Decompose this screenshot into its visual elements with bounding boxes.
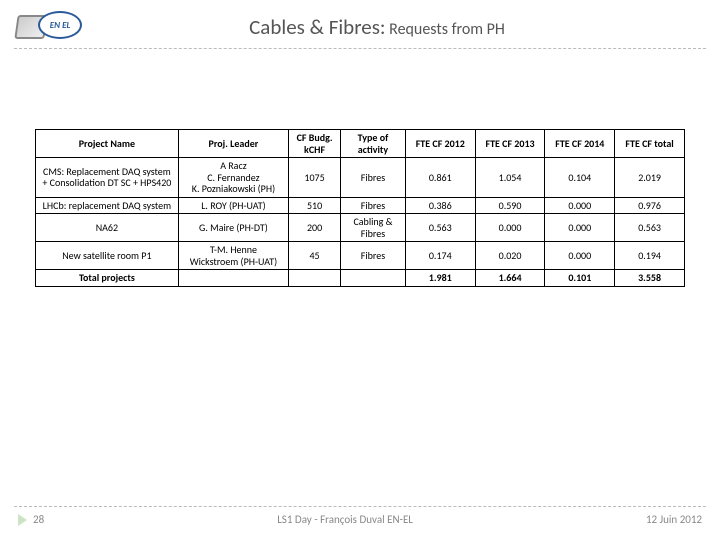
cell-fte14: 0.000: [545, 242, 615, 270]
cell-name: LHCb: replacement DAQ system: [36, 197, 179, 214]
th-name: Project Name: [36, 130, 179, 158]
logo: EN EL: [16, 9, 84, 45]
requests-table: Project Name Proj. Leader CF Budg. kCHF …: [35, 129, 685, 287]
cell-fteTot: 0.976: [615, 197, 685, 214]
header: EN EL Cables & Fibres: Requests from PH: [0, 0, 720, 48]
cell-budg: 510: [289, 197, 341, 214]
table-row: LHCb: replacement DAQ systemL. ROY (PH-U…: [36, 197, 685, 214]
cell-name: NA62: [36, 214, 179, 242]
slide-title: Cables & Fibres: Requests from PH: [84, 14, 710, 40]
total-name: Total projects: [36, 270, 179, 287]
th-fte13: FTE CF 2013: [475, 130, 545, 158]
page-number: 28: [33, 513, 44, 526]
footer-date: 12 Juin 2012: [646, 513, 702, 526]
divider-bottom: [14, 506, 706, 507]
footer-center: LS1 Day - François Duval EN-EL: [44, 513, 646, 526]
cell-fte12: 0.386: [405, 197, 475, 214]
table-row: CMS: Replacement DAQ system + Consolidat…: [36, 158, 685, 198]
footer: 28 LS1 Day - François Duval EN-EL 12 Jui…: [14, 506, 706, 526]
logo-oval: EN EL: [38, 11, 82, 39]
cell-type: Fibres: [341, 197, 406, 214]
th-type: Type of activity: [341, 130, 406, 158]
cell-fte13: 0.590: [475, 197, 545, 214]
cell-fte14: 0.000: [545, 214, 615, 242]
table-row: NA62G. Maire (PH-DT)200Cabling & Fibres0…: [36, 214, 685, 242]
cell-fte13: 0.020: [475, 242, 545, 270]
total-budg: [289, 270, 341, 287]
table-total-row: Total projects 1.9811.6640.1013.558: [36, 270, 685, 287]
page-marker-icon: [18, 514, 27, 526]
title-sub: Requests from PH: [389, 20, 505, 39]
th-fte14: FTE CF 2014: [545, 130, 615, 158]
cell-type: Cabling & Fibres: [341, 214, 406, 242]
cell-fteTot: 0.563: [615, 214, 685, 242]
table-region: Project Name Proj. Leader CF Budg. kCHF …: [35, 129, 685, 287]
cell-leader: L. ROY (PH-UAT): [178, 197, 288, 214]
cell-fte14: 0.104: [545, 158, 615, 198]
cell-budg: 45: [289, 242, 341, 270]
cell-leader: T-M. HenneWickstroem (PH-UAT): [178, 242, 288, 270]
cell-leader: A RaczC. FernandezK. Pozniakowski (PH): [178, 158, 288, 198]
table-row: New satellite room P1T-M. HenneWickstroe…: [36, 242, 685, 270]
cell-fte12: 0.174: [405, 242, 475, 270]
cell-fte14: 0.000: [545, 197, 615, 214]
cell-fte13: 0.000: [475, 214, 545, 242]
total-fte14: 0.101: [545, 270, 615, 287]
cell-budg: 1075: [289, 158, 341, 198]
cell-budg: 200: [289, 214, 341, 242]
total-leader: [178, 270, 288, 287]
total-fte13: 1.664: [475, 270, 545, 287]
th-fte12: FTE CF 2012: [405, 130, 475, 158]
total-type: [341, 270, 406, 287]
cell-name: CMS: Replacement DAQ system + Consolidat…: [36, 158, 179, 198]
cell-type: Fibres: [341, 158, 406, 198]
cell-fteTot: 0.194: [615, 242, 685, 270]
cell-fteTot: 2.019: [615, 158, 685, 198]
cell-fte12: 0.861: [405, 158, 475, 198]
th-fteTot: FTE CF total: [615, 130, 685, 158]
th-leader: Proj. Leader: [178, 130, 288, 158]
cell-type: Fibres: [341, 242, 406, 270]
title-main: Cables & Fibres:: [249, 14, 385, 40]
divider-top: [14, 48, 706, 49]
table-header-row: Project Name Proj. Leader CF Budg. kCHF …: [36, 130, 685, 158]
total-fte12: 1.981: [405, 270, 475, 287]
cell-leader: G. Maire (PH-DT): [178, 214, 288, 242]
cell-fte13: 1.054: [475, 158, 545, 198]
total-fteTot: 3.558: [615, 270, 685, 287]
th-budg: CF Budg. kCHF: [289, 130, 341, 158]
cell-fte12: 0.563: [405, 214, 475, 242]
cell-name: New satellite room P1: [36, 242, 179, 270]
